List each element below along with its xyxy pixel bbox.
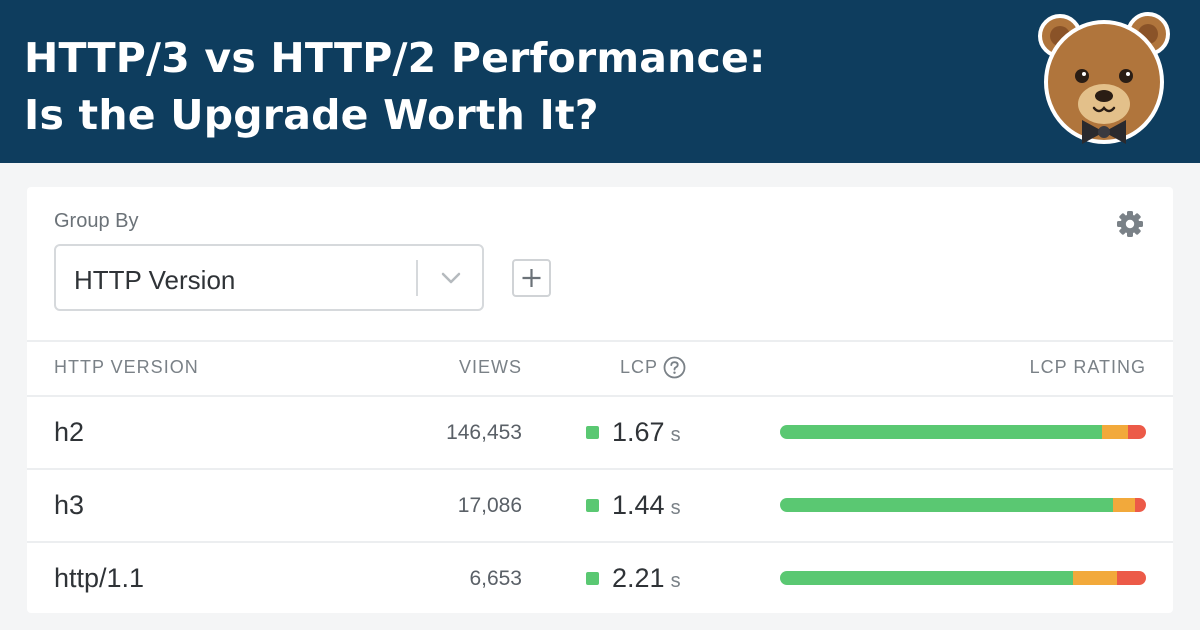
title-line-2: Is the Upgrade Worth It? <box>24 91 599 139</box>
lcp-status-dot <box>586 499 599 512</box>
rating-needs-improvement-segment <box>1072 571 1117 585</box>
title-line-1: HTTP/3 vs HTTP/2 Performance: <box>24 34 766 82</box>
group-by-select[interactable]: HTTP Version <box>54 244 484 311</box>
row-views: 146,453 <box>446 421 522 444</box>
row-lcp: 1.67 s <box>612 417 681 448</box>
rating-poor-segment <box>1116 571 1146 585</box>
group-by-value: HTTP Version <box>74 265 236 295</box>
lcp-unit: s <box>670 497 681 519</box>
add-group-button[interactable] <box>512 259 551 297</box>
group-by-label: Group By <box>54 210 139 232</box>
rating-needs-improvement-segment <box>1102 425 1128 439</box>
lcp-value: 1.67 <box>612 417 665 447</box>
row-views: 17,086 <box>457 494 522 517</box>
rating-good-segment <box>780 425 1103 439</box>
row-http-version: http/1.1 <box>54 563 145 593</box>
row-views: 6,653 <box>469 567 522 590</box>
page-title: HTTP/3 vs HTTP/2 Performance: Is the Upg… <box>24 30 766 144</box>
select-divider <box>416 260 418 296</box>
row-lcp: 1.44 s <box>612 490 681 521</box>
rating-poor-segment <box>1127 425 1146 439</box>
rating-good-segment <box>780 571 1073 585</box>
help-circle-icon[interactable] <box>663 356 686 379</box>
column-header-lcp: LCP <box>620 357 659 377</box>
table-top-divider <box>27 340 1173 342</box>
chevron-down-icon[interactable] <box>438 268 464 288</box>
row-divider <box>27 541 1173 543</box>
lcp-unit: s <box>670 424 681 446</box>
row-divider <box>27 468 1173 470</box>
gear-icon[interactable] <box>1116 210 1144 238</box>
lcp-value: 2.21 <box>612 563 665 593</box>
lcp-rating-bar <box>780 571 1146 585</box>
rating-poor-segment <box>1135 498 1146 512</box>
bear-logo-icon <box>1038 12 1170 144</box>
column-header-http-version: HTTP VERSION <box>54 357 199 377</box>
row-lcp: 2.21 s <box>612 563 681 594</box>
rating-good-segment <box>780 498 1114 512</box>
rating-needs-improvement-segment <box>1113 498 1135 512</box>
column-header-lcp-rating: LCP RATING <box>1029 357 1146 377</box>
header-banner: HTTP/3 vs HTTP/2 Performance: Is the Upg… <box>0 0 1200 163</box>
column-header-views: VIEWS <box>458 357 522 377</box>
row-http-version: h3 <box>54 490 85 520</box>
lcp-status-dot <box>586 426 599 439</box>
lcp-rating-bar <box>780 425 1146 439</box>
plus-icon <box>522 269 541 287</box>
lcp-unit: s <box>670 570 681 592</box>
header-divider <box>27 395 1173 397</box>
lcp-value: 1.44 <box>612 490 665 520</box>
lcp-status-dot <box>586 572 599 585</box>
lcp-rating-bar <box>780 498 1146 512</box>
row-http-version: h2 <box>54 417 85 447</box>
